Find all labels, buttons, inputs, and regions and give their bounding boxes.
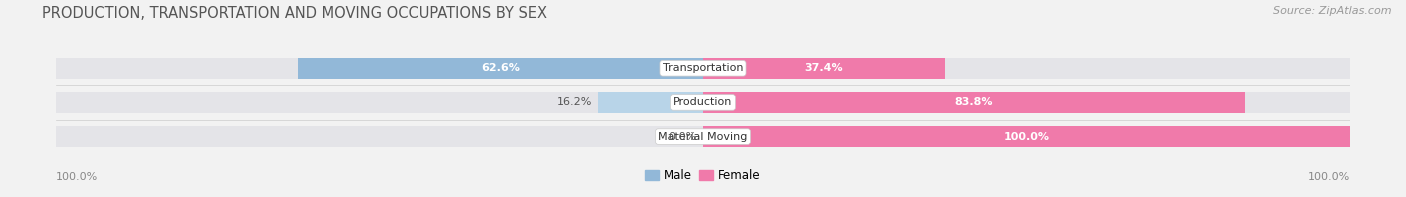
Text: Source: ZipAtlas.com: Source: ZipAtlas.com — [1274, 6, 1392, 16]
Text: PRODUCTION, TRANSPORTATION AND MOVING OCCUPATIONS BY SEX: PRODUCTION, TRANSPORTATION AND MOVING OC… — [42, 6, 547, 21]
Legend: Male, Female: Male, Female — [641, 165, 765, 187]
Text: Production: Production — [673, 98, 733, 107]
Text: 0.0%: 0.0% — [668, 132, 696, 142]
Text: 83.8%: 83.8% — [955, 98, 993, 107]
Text: Material Moving: Material Moving — [658, 132, 748, 142]
Text: 100.0%: 100.0% — [1308, 172, 1350, 182]
Text: 16.2%: 16.2% — [557, 98, 592, 107]
Text: 37.4%: 37.4% — [804, 63, 844, 73]
Text: 62.6%: 62.6% — [481, 63, 520, 73]
Bar — [56, 58, 1350, 79]
Text: 100.0%: 100.0% — [56, 172, 98, 182]
Bar — [703, 58, 945, 79]
Bar — [703, 126, 1350, 147]
Bar — [703, 92, 1244, 113]
Bar — [56, 92, 1350, 113]
Bar — [298, 58, 703, 79]
Text: 100.0%: 100.0% — [1004, 132, 1049, 142]
Text: Transportation: Transportation — [662, 63, 744, 73]
Bar — [56, 126, 1350, 147]
Bar — [598, 92, 703, 113]
